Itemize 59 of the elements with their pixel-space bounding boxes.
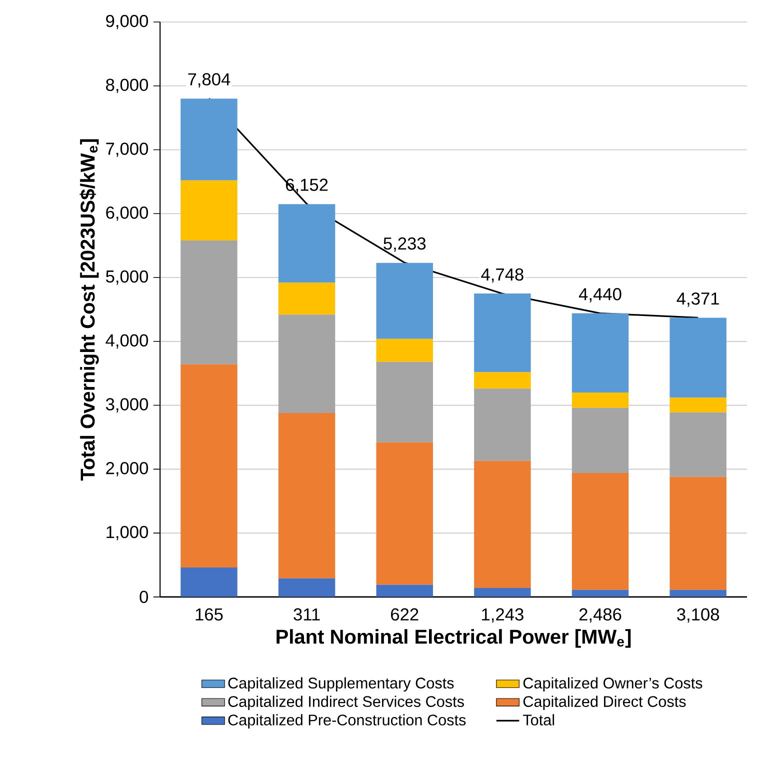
bar <box>376 262 433 339</box>
bar <box>670 412 726 477</box>
data-label: 5,233 <box>383 237 426 252</box>
y-tick-label: 3,000 <box>106 398 148 412</box>
legend-label: Total <box>522 714 554 726</box>
data-label: 4,371 <box>676 292 719 307</box>
legend-label: Capitalized Direct Costs <box>523 696 686 710</box>
legend-label: Capitalized Supplementary Costs <box>228 677 454 692</box>
bar <box>376 362 433 442</box>
x-tick-label: 311 <box>293 608 320 621</box>
x-tick-label: 3,108 <box>676 608 719 623</box>
bar <box>278 412 336 578</box>
bar <box>180 240 238 364</box>
bar <box>474 293 531 372</box>
data-label: 4,748 <box>480 268 524 283</box>
y-tick-label: 4,000 <box>106 334 148 349</box>
bar <box>278 578 336 597</box>
x-tick-label: 2,486 <box>579 608 622 623</box>
bar <box>572 408 628 473</box>
bar <box>376 442 433 585</box>
y-tick-label: 8,000 <box>106 78 148 94</box>
bar <box>278 314 336 413</box>
bar <box>474 388 531 461</box>
bar <box>572 473 628 590</box>
bar <box>572 392 628 408</box>
bar <box>376 584 433 597</box>
y-axis-title: Total Overnight Cost [2023US$/kW$_{e}$] <box>80 139 99 481</box>
y-tick-label: 0 <box>140 590 148 604</box>
legend-label: Capitalized Indirect Services Costs <box>228 696 464 710</box>
legend-label: Capitalized Owner’s Costs <box>523 677 702 692</box>
x-tick-label: 165 <box>196 608 223 621</box>
legend-label: Capitalized Pre-Construction Costs <box>228 714 466 728</box>
bar <box>474 460 531 588</box>
bar <box>670 318 726 398</box>
data-label: 4,440 <box>578 288 622 302</box>
data-label: 7,804 <box>188 73 230 88</box>
x-tick-label: 1,243 <box>482 608 524 623</box>
bar <box>474 372 531 389</box>
bar <box>180 364 238 568</box>
bar <box>180 180 238 240</box>
bar <box>376 338 433 362</box>
y-tick-label: 2,000 <box>106 462 148 476</box>
bar <box>572 590 628 597</box>
bar <box>670 398 726 412</box>
bar <box>670 590 726 597</box>
bar <box>180 568 238 597</box>
y-tick-label: 1,000 <box>106 526 148 540</box>
bar <box>180 98 238 180</box>
bar <box>278 204 336 283</box>
y-tick-label: 5,000 <box>106 270 148 285</box>
bar <box>278 282 336 315</box>
bar <box>572 313 628 393</box>
y-tick-label: 6,000 <box>106 206 148 221</box>
x-tick-label: 622 <box>390 608 418 621</box>
x-axis-title: Plant Nominal Electrical Power [MW$_{e}$] <box>276 629 630 648</box>
bar <box>474 588 531 597</box>
y-tick-label: 9,000 <box>106 14 148 30</box>
bar <box>670 476 726 590</box>
y-tick-label: 7,000 <box>106 142 148 157</box>
